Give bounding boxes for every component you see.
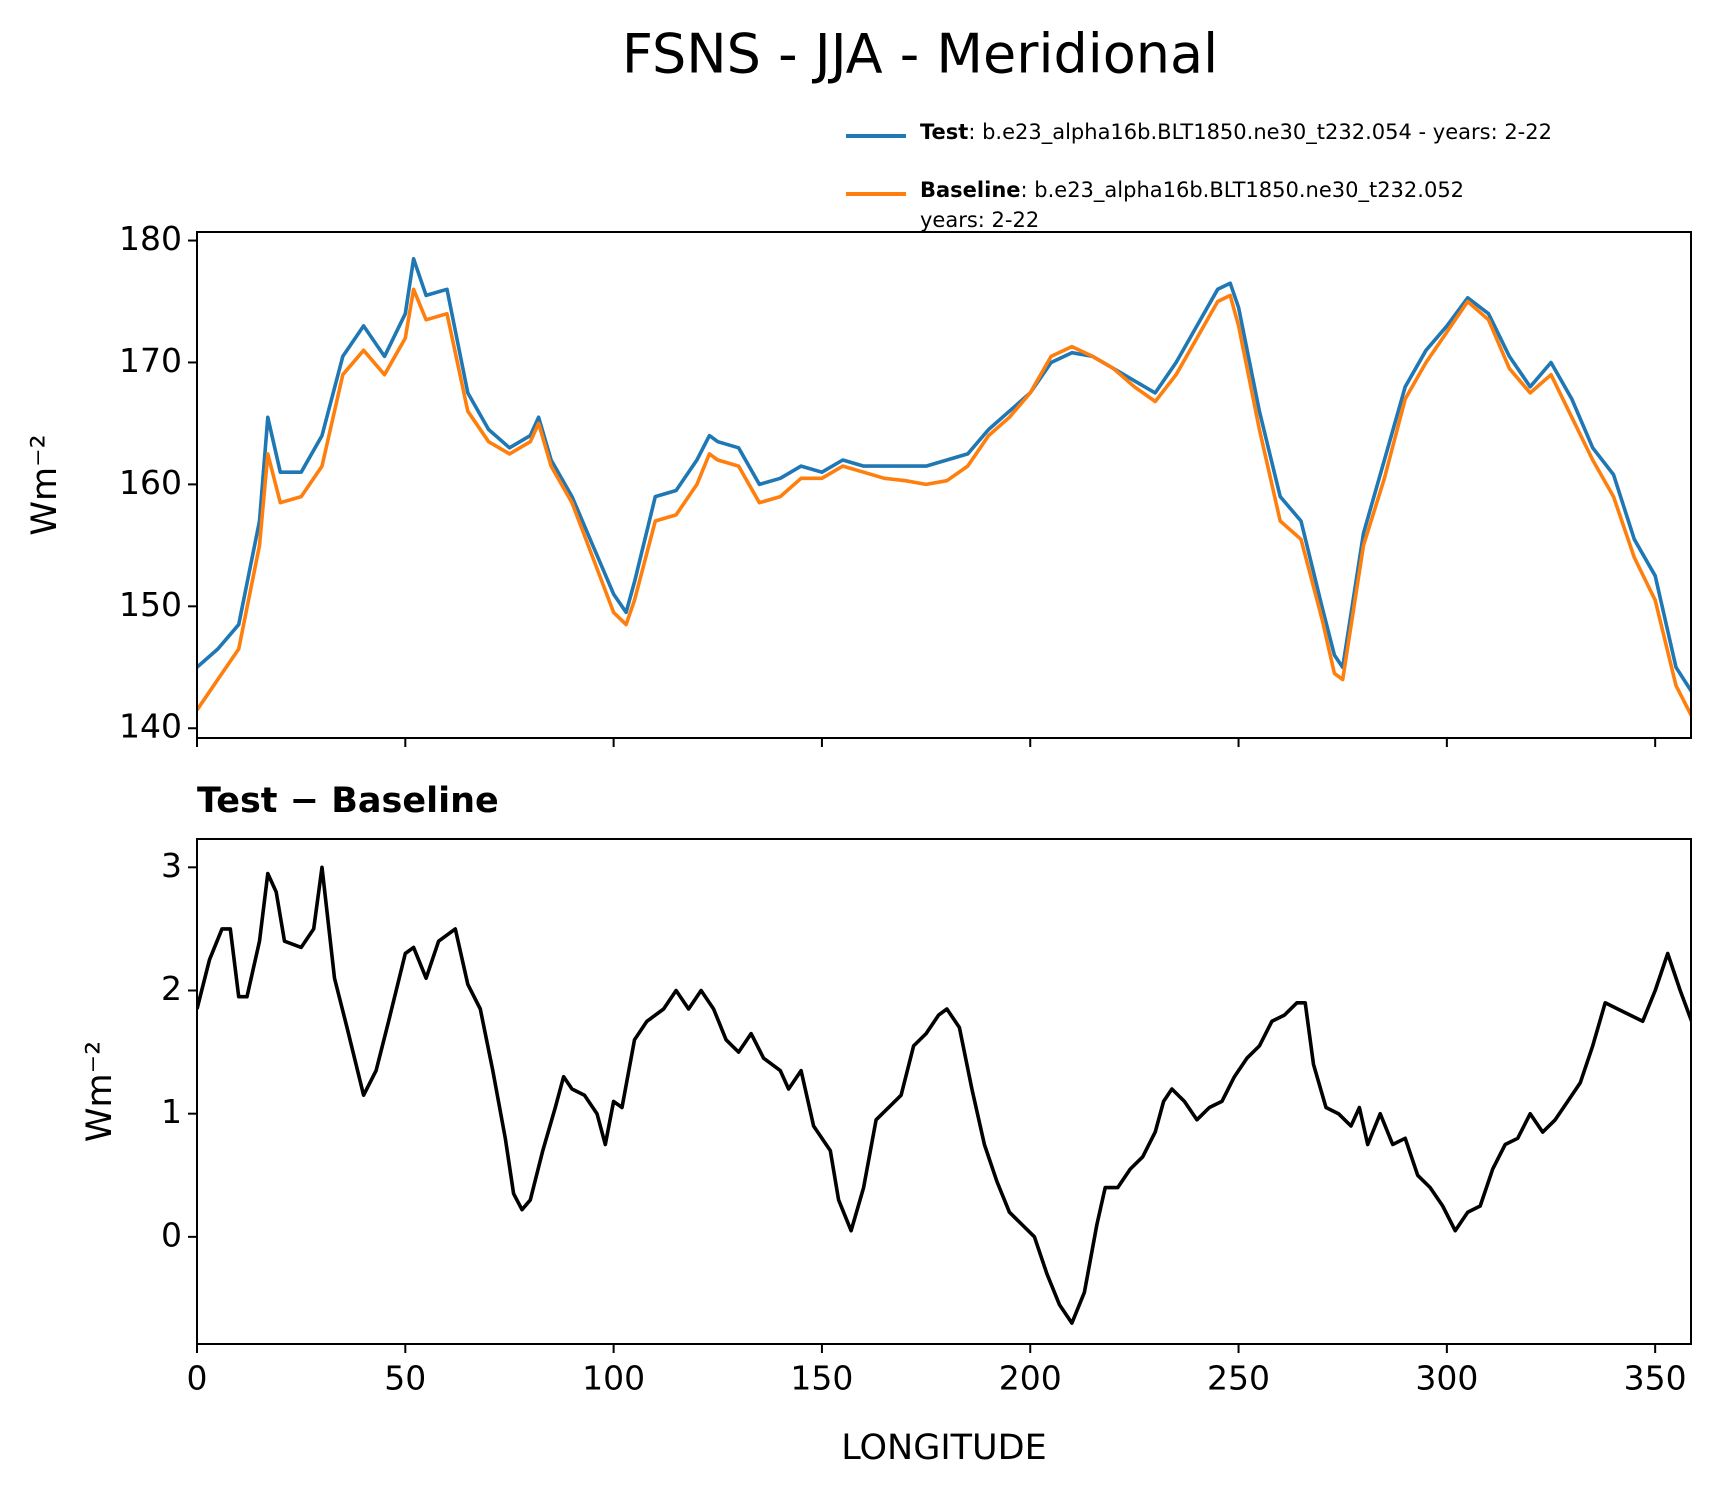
y-tick-label: 0 xyxy=(161,1215,182,1254)
y-tick-label: 3 xyxy=(161,846,182,885)
x-tick-label: 150 xyxy=(790,1359,853,1398)
legend-name: Test xyxy=(920,120,968,144)
legend-description: years: 2-22 xyxy=(920,208,1039,232)
x-tick-label: 200 xyxy=(999,1359,1062,1398)
plot-frame xyxy=(196,838,1692,1345)
plot-frame xyxy=(196,231,1692,739)
legend-label: Baseline: b.e23_alpha16b.BLT1850.ne30_t2… xyxy=(920,178,1464,203)
y-tick-label: 150 xyxy=(119,585,182,624)
y-tick-label: 2 xyxy=(161,969,182,1008)
x-tick-label: 250 xyxy=(1207,1359,1270,1398)
x-axis-label: LONGITUDE xyxy=(841,1428,1047,1468)
y-tick-label: 140 xyxy=(119,707,182,746)
x-tick-label: 100 xyxy=(582,1359,645,1398)
legend-description: : b.e23_alpha16b.BLT1850.ne30_t232.052 xyxy=(1021,178,1465,203)
y-tick-label: 180 xyxy=(119,219,182,258)
legend-description: : b.e23_alpha16b.BLT1850.ne30_t232.054 -… xyxy=(968,120,1552,145)
panel-title: Test − Baseline xyxy=(197,781,499,821)
y-axis-label: Wm⁻² xyxy=(80,1041,120,1142)
x-tick-label: 0 xyxy=(187,1359,208,1398)
y-axis-label: Wm⁻² xyxy=(25,434,65,535)
x-tick-label: 50 xyxy=(384,1359,426,1398)
figure-title: FSNS - JJA - Meridional xyxy=(622,23,1218,86)
x-tick-label: 300 xyxy=(1415,1359,1478,1398)
y-tick-label: 1 xyxy=(161,1092,182,1131)
y-tick-label: 160 xyxy=(119,463,182,502)
data-line xyxy=(197,287,1691,717)
data-line xyxy=(197,865,1691,1325)
data-line xyxy=(197,257,1691,693)
legend-label: Test: b.e23_alpha16b.BLT1850.ne30_t232.0… xyxy=(920,120,1552,145)
y-tick-label: 170 xyxy=(119,341,182,380)
legend-name: Baseline xyxy=(920,178,1021,202)
x-tick-label: 350 xyxy=(1624,1359,1687,1398)
